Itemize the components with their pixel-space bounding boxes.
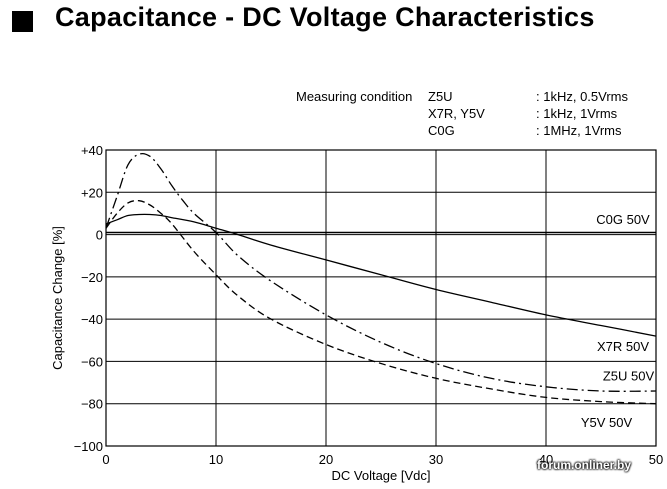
condition-value: : 1MHz, 1Vrms bbox=[536, 123, 622, 138]
y-tick-label: −40 bbox=[81, 312, 103, 327]
series-line-z5u-50v bbox=[105, 152, 657, 392]
condition-material: C0G bbox=[428, 123, 455, 138]
x-tick-label: 40 bbox=[539, 452, 553, 467]
condition-value: : 1kHz, 0.5Vrms bbox=[536, 89, 628, 104]
x-tick-label: 20 bbox=[319, 452, 333, 467]
title-bullet-square bbox=[12, 11, 33, 32]
series-line-x7r-50v bbox=[105, 213, 657, 337]
condition-material: Z5U bbox=[428, 89, 453, 104]
series-line-y5v-50v bbox=[105, 199, 657, 405]
plot-frame bbox=[105, 149, 657, 447]
x-tick-label: 10 bbox=[209, 452, 223, 467]
y-tick-label: −80 bbox=[81, 397, 103, 412]
watermark: forum.onliner.by bbox=[537, 458, 632, 472]
series-labels: C0G 50V X7R 50V Y5V 50V Z5U 50V bbox=[581, 212, 655, 430]
chart-title: Capacitance - DC Voltage Characteristics bbox=[55, 2, 595, 32]
y-tick-label: 0 bbox=[96, 228, 103, 243]
x-axis-label: DC Voltage [Vdc] bbox=[332, 468, 431, 483]
series-label-x7r-50v: X7R 50V bbox=[597, 339, 649, 354]
measuring-condition-label: Measuring condition bbox=[296, 89, 413, 104]
series-label-z5u-50v: Z5U 50V bbox=[603, 368, 655, 383]
y-tick-label: +40 bbox=[81, 143, 103, 158]
grid bbox=[106, 150, 656, 446]
y-tick-label: −100 bbox=[74, 439, 103, 454]
y-tick-label: +20 bbox=[81, 185, 103, 200]
x-tick-label: 50 bbox=[649, 452, 663, 467]
series-label-y5v-50v: Y5V 50V bbox=[581, 415, 633, 430]
condition-value: : 1kHz, 1Vrms bbox=[536, 106, 618, 121]
y-tick-label: −60 bbox=[81, 354, 103, 369]
y-axis-label: Capacitance Change [%] bbox=[50, 226, 65, 370]
y-tick-label: −20 bbox=[81, 270, 103, 285]
series-label-c0g-50v: C0G 50V bbox=[596, 212, 650, 227]
condition-material: X7R, Y5V bbox=[428, 106, 485, 121]
series-layer bbox=[105, 152, 657, 405]
x-tick-label: 30 bbox=[429, 452, 443, 467]
x-tick-label: 0 bbox=[102, 452, 109, 467]
